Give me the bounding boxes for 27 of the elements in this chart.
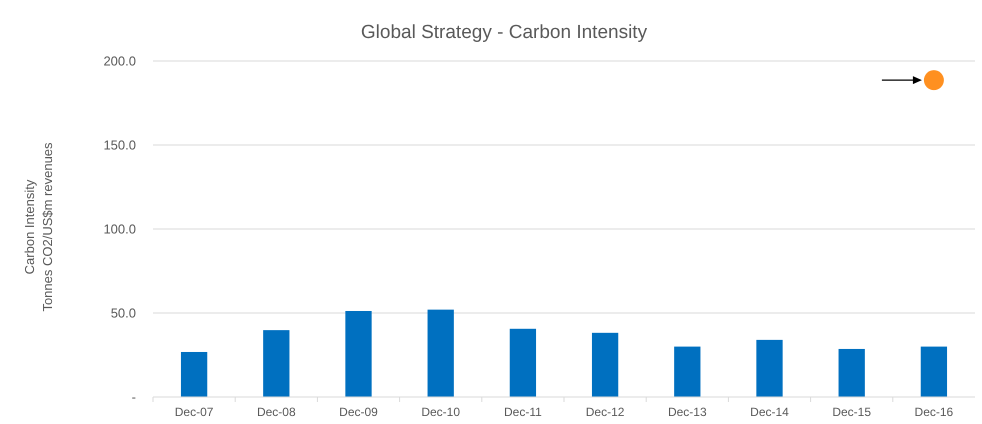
x-tick-label: Dec-15 [832, 405, 872, 419]
x-tick-label: Dec-10 [421, 405, 460, 419]
bar [592, 332, 618, 397]
bar [345, 310, 372, 397]
x-tick-label: Dec-11 [504, 405, 542, 419]
y-tick-label: 100.0 [103, 222, 136, 237]
y-tick-label: 50.0 [110, 306, 136, 321]
bar [180, 352, 208, 397]
x-tick-label: Dec-14 [750, 405, 790, 419]
bar [756, 340, 783, 397]
x-tick-label: Dec-08 [256, 405, 296, 419]
x-tick-label: Dec-16 [914, 405, 954, 419]
bar [920, 346, 948, 397]
x-tick-label: Dec-13 [668, 405, 707, 419]
bar [263, 330, 290, 397]
bar [510, 328, 536, 397]
bar [428, 310, 454, 397]
y-tick-label: 200.0 [103, 54, 136, 69]
x-tick-label: Dec-12 [586, 405, 625, 419]
y-axis-title: Carbon Intensity Tonnes CO2/US$m revenues [22, 142, 55, 312]
bar [838, 348, 865, 397]
bar [674, 346, 700, 397]
x-tick-label: Dec-07 [174, 405, 214, 419]
chart-title: Global Strategy - Carbon Intensity [360, 22, 648, 43]
y-tick-label: - [132, 390, 136, 405]
x-tick-label: Dec-09 [339, 405, 378, 419]
y-tick-label: 150.0 [103, 138, 136, 153]
